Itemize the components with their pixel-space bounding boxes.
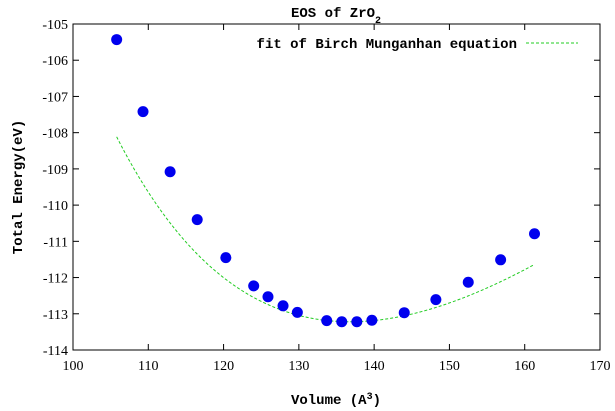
tick-labels: 100 110 120 130 140 150 160 170 -105 -106 -107 -108… [42,18,610,374]
data-point [291,306,303,318]
fit-curve [116,136,535,323]
axis-ticks [72,23,601,351]
y-tick-label: -109 [42,163,68,178]
y-tick-label: -107 [42,90,68,105]
y-tick-label: -111 [43,235,68,250]
legend-label: fit of Birch Munganhan equation [257,37,517,53]
data-point [321,315,333,327]
y-axis-title: Total Energy(eV) [11,120,27,254]
x-tick-label: 170 [590,359,611,374]
data-point [351,316,363,328]
y-tick-label: -105 [42,18,68,33]
plot-frame [72,23,601,351]
data-point [529,228,541,240]
data-point [277,300,289,312]
x-tick-label: 100 [63,359,84,374]
y-tick-label: -112 [43,272,68,287]
data-point [191,214,203,226]
x-tick-label: 130 [288,359,309,374]
data-point [462,276,474,288]
x-tick-label: 160 [514,359,535,374]
chart-title: EOS of ZrO2 [291,6,381,27]
x-axis-title: Volume (A3) [291,392,381,410]
y-tick-label: -114 [43,344,68,359]
y-tick-label: -106 [42,54,68,69]
data-point [111,34,123,46]
data-point [248,280,260,292]
y-tick-label: -110 [43,199,68,214]
data-point [164,166,176,178]
data-point [366,314,378,326]
x-tick-label: 110 [138,359,158,374]
y-tick-label: -108 [42,127,68,142]
x-tick-label: 140 [364,359,385,374]
x-tick-label: 120 [213,359,234,374]
data-point [430,294,442,306]
data-point [336,316,348,328]
data-point [495,254,507,266]
data-point [137,106,149,118]
data-point [398,307,410,319]
x-tick-label: 150 [439,359,460,374]
data-point [262,291,274,303]
legend: fit of Birch Munganhan equation [257,37,578,53]
y-tick-label: -113 [43,308,68,323]
data-points [111,34,541,328]
data-point [220,252,232,264]
